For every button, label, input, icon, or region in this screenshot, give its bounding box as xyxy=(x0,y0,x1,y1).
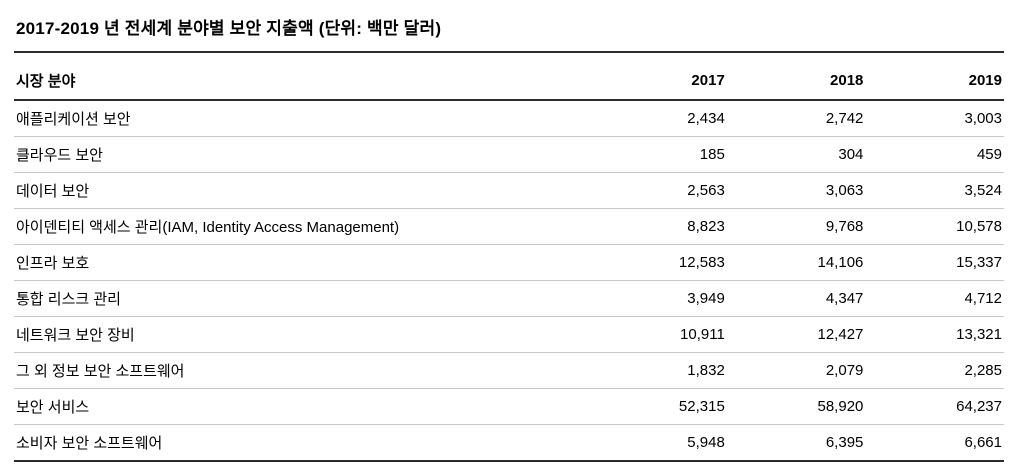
row-value-2017: 8,823 xyxy=(588,208,727,245)
table-row: 아이덴티티 액세스 관리(IAM, Identity Access Manage… xyxy=(14,208,1004,245)
total-label: 총 계 xyxy=(14,461,589,466)
row-value-2019: 2,285 xyxy=(865,352,1004,389)
row-label: 아이덴티티 액세스 관리(IAM, Identity Access Manage… xyxy=(14,208,589,245)
row-value-2018: 9,768 xyxy=(726,208,866,245)
table-total-row: 총 계 101,544 114,152 124,116 xyxy=(14,461,1004,466)
row-label: 통합 리스크 관리 xyxy=(14,280,589,317)
row-value-2017: 10,911 xyxy=(588,316,727,353)
row-value-2017: 5,948 xyxy=(588,424,727,462)
row-value-2019: 4,712 xyxy=(865,280,1004,317)
page-title: 2017-2019 년 전세계 분야별 보안 지출액 (단위: 백만 달러) xyxy=(16,19,442,38)
row-value-2019: 6,661 xyxy=(865,424,1004,462)
header-year-2019: 2019 xyxy=(865,61,1004,101)
row-value-2018: 2,079 xyxy=(726,352,866,389)
table-row: 인프라 보호 12,583 14,106 15,337 xyxy=(14,244,1004,281)
row-value-2019: 10,578 xyxy=(865,208,1004,245)
row-value-2017: 2,434 xyxy=(588,100,727,137)
total-value-2019: 124,116 xyxy=(865,461,1004,466)
row-label: 소비자 보안 소프트웨어 xyxy=(14,424,589,462)
table-row: 클라우드 보안 185 304 459 xyxy=(14,136,1004,173)
table-row: 애플리케이션 보안 2,434 2,742 3,003 xyxy=(14,100,1004,137)
row-value-2019: 13,321 xyxy=(865,316,1004,353)
row-value-2018: 3,063 xyxy=(726,172,866,209)
row-value-2018: 6,395 xyxy=(726,424,866,462)
total-value-2017: 101,544 xyxy=(588,461,727,466)
table-row: 보안 서비스 52,315 58,920 64,237 xyxy=(14,388,1004,425)
row-label: 보안 서비스 xyxy=(14,388,589,425)
row-value-2017: 52,315 xyxy=(588,388,727,425)
total-value-2018: 114,152 xyxy=(726,461,866,466)
table-header-row: 시장 분야 2017 2018 2019 xyxy=(14,61,1004,101)
row-label: 클라우드 보안 xyxy=(14,136,589,173)
row-value-2019: 64,237 xyxy=(865,388,1004,425)
row-label: 인프라 보호 xyxy=(14,244,589,281)
row-label: 그 외 정보 보안 소프트웨어 xyxy=(14,352,589,389)
row-value-2019: 3,003 xyxy=(865,100,1004,137)
title-block: 2017-2019 년 전세계 분야별 보안 지출액 (단위: 백만 달러) xyxy=(14,8,1004,53)
table-row: 소비자 보안 소프트웨어 5,948 6,395 6,661 xyxy=(14,424,1004,462)
row-value-2018: 4,347 xyxy=(726,280,866,317)
table-row: 그 외 정보 보안 소프트웨어 1,832 2,079 2,285 xyxy=(14,352,1004,389)
row-value-2017: 1,832 xyxy=(588,352,727,389)
row-value-2018: 304 xyxy=(726,136,866,173)
row-value-2018: 58,920 xyxy=(726,388,866,425)
header-year-2017: 2017 xyxy=(588,61,727,101)
row-label: 네트워크 보안 장비 xyxy=(14,316,589,353)
row-value-2018: 14,106 xyxy=(726,244,866,281)
table-row: 데이터 보안 2,563 3,063 3,524 xyxy=(14,172,1004,209)
row-label: 데이터 보안 xyxy=(14,172,589,209)
security-spending-table: 시장 분야 2017 2018 2019 애플리케이션 보안 2,434 2,7… xyxy=(14,61,1004,466)
row-value-2018: 12,427 xyxy=(726,316,866,353)
row-value-2019: 459 xyxy=(865,136,1004,173)
table-row: 통합 리스크 관리 3,949 4,347 4,712 xyxy=(14,280,1004,317)
row-value-2017: 12,583 xyxy=(588,244,727,281)
header-market-segment: 시장 분야 xyxy=(14,61,589,101)
row-label: 애플리케이션 보안 xyxy=(14,100,589,137)
table-row: 네트워크 보안 장비 10,911 12,427 13,321 xyxy=(14,316,1004,353)
row-value-2019: 15,337 xyxy=(865,244,1004,281)
row-value-2017: 3,949 xyxy=(588,280,727,317)
header-year-2018: 2018 xyxy=(726,61,866,101)
row-value-2017: 2,563 xyxy=(588,172,727,209)
row-value-2019: 3,524 xyxy=(865,172,1004,209)
row-value-2017: 185 xyxy=(588,136,727,173)
row-value-2018: 2,742 xyxy=(726,100,866,137)
